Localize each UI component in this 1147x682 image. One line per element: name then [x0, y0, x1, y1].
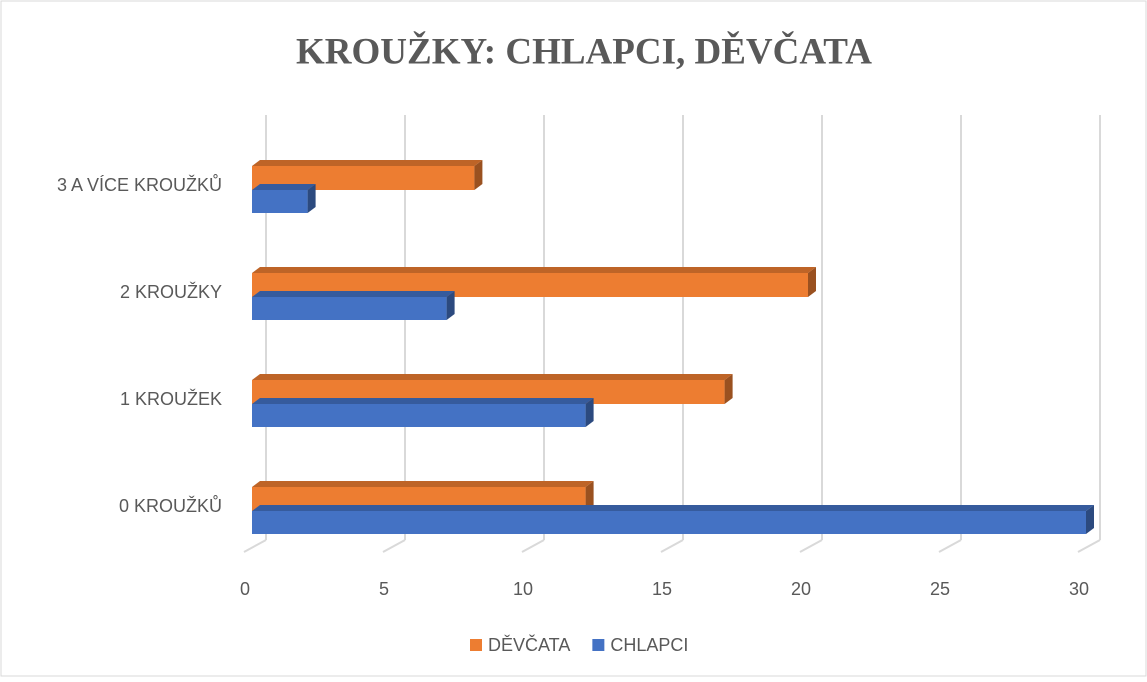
bar-top [252, 505, 1094, 511]
grid-line [382, 539, 406, 553]
x-tick-label: 20 [791, 579, 811, 599]
bar-face [252, 404, 586, 427]
bar-side [307, 184, 316, 213]
y-tick-label: 1 KROUŽEK [120, 389, 222, 409]
bar-side [808, 267, 816, 297]
x-tick-label: 15 [652, 579, 672, 599]
y-tick-label: 3 A VÍCE KROUŽKŮ [57, 174, 222, 195]
x-tick-label: 5 [379, 579, 389, 599]
y-tick-label: 0 KROUŽKŮ [119, 495, 222, 516]
bar-side [585, 398, 594, 427]
bar-top [252, 184, 316, 190]
grid-line [243, 539, 267, 553]
bar-top [252, 267, 816, 273]
bar-top [252, 481, 594, 487]
bar-top [252, 291, 455, 297]
grid-line [799, 539, 823, 553]
x-tick-label: 25 [930, 579, 950, 599]
bar-side [446, 291, 455, 320]
x-tick-label: 0 [240, 579, 250, 599]
x-tick-label: 10 [513, 579, 533, 599]
bar-side [724, 374, 733, 404]
grid-line [660, 539, 684, 553]
bar-face [252, 297, 447, 320]
bar [252, 184, 316, 213]
bar [252, 505, 1094, 534]
legend-swatch [470, 639, 482, 651]
bar [252, 291, 455, 320]
bar [252, 398, 594, 427]
bar-top [252, 374, 733, 380]
grid-line [938, 539, 962, 553]
y-tick-label: 2 KROUŽKY [120, 282, 222, 302]
bar-side [474, 160, 483, 190]
legend-label: CHLAPCI [610, 635, 688, 655]
bar-side [585, 481, 594, 511]
bar-top [252, 398, 594, 404]
bar-side [1086, 505, 1094, 534]
x-tick-label: 30 [1069, 579, 1089, 599]
chart-title: KROUŽKY: CHLAPCI, DĚVČATA [296, 29, 872, 72]
bar-face [252, 511, 1086, 534]
grid-line [521, 539, 545, 553]
bar-top [252, 160, 483, 166]
bar-face [252, 190, 308, 213]
grid-line [1077, 539, 1101, 553]
legend-label: DĚVČATA [488, 634, 570, 655]
legend-swatch [592, 639, 605, 651]
